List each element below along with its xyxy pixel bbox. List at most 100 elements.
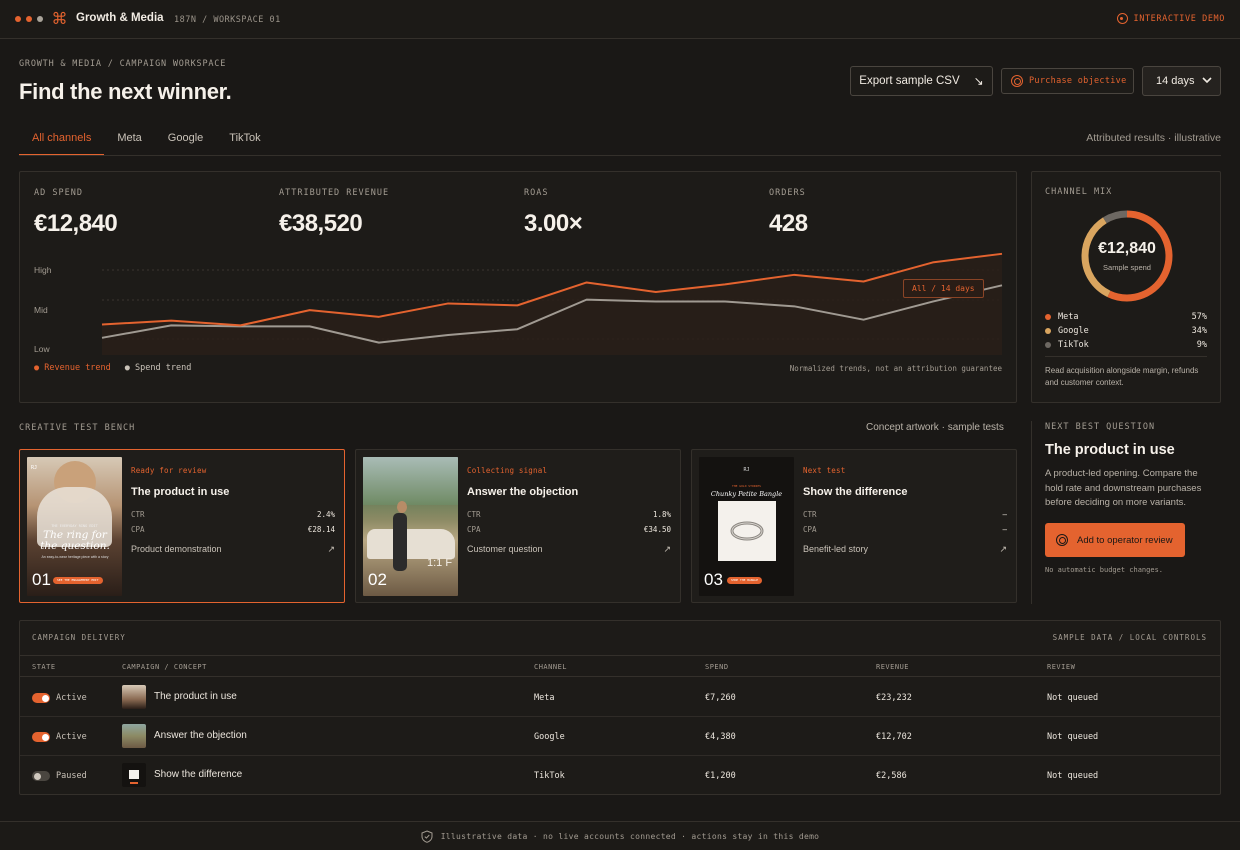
state-toggle[interactable] bbox=[32, 771, 50, 781]
shield-icon bbox=[421, 829, 433, 843]
state-toggle[interactable] bbox=[32, 693, 50, 703]
demo-label: INTERACTIVE DEMO bbox=[1133, 13, 1225, 24]
spend: €4,380 bbox=[705, 732, 736, 742]
mix-pct: 57% bbox=[1191, 312, 1207, 322]
question-title: The product in use bbox=[1045, 442, 1175, 458]
title-bar: ⌘ Growth & Media 187N / WORKSPACE 01 INT… bbox=[0, 0, 1240, 39]
mix-divider bbox=[1045, 356, 1207, 357]
card-type: Product demonstration bbox=[131, 544, 222, 554]
cpa-row: CPA €28.14 bbox=[131, 525, 335, 534]
chevron-down-icon bbox=[1202, 67, 1212, 106]
tab-tiktok[interactable]: TikTok bbox=[229, 132, 261, 144]
y-tick-low: Low bbox=[34, 344, 50, 354]
revenue: €23,232 bbox=[876, 693, 912, 703]
donut-slice-tiktok bbox=[1081, 210, 1173, 302]
mix-name: Google bbox=[1058, 326, 1089, 336]
revenue-area bbox=[102, 253, 1002, 355]
creative-thumbnail: 1:1 F 02 bbox=[363, 457, 458, 596]
ctr-value: — bbox=[1002, 510, 1007, 519]
spend-trend-line bbox=[101, 284, 1003, 344]
revenue: €12,702 bbox=[876, 732, 912, 742]
state-label: Active bbox=[56, 732, 87, 742]
arrow-up-right-icon[interactable]: ↗ bbox=[999, 544, 1007, 554]
campaign-name[interactable]: The product in use bbox=[154, 691, 237, 702]
minimize-window-dot[interactable] bbox=[26, 16, 32, 22]
art-brand: RJ bbox=[31, 465, 38, 471]
question-note: No automatic budget changes. bbox=[1045, 566, 1164, 574]
target-icon bbox=[1011, 75, 1023, 87]
revenue-trend-line bbox=[101, 252, 1003, 327]
channel: Meta bbox=[534, 693, 555, 703]
state-toggle[interactable] bbox=[32, 732, 50, 742]
channel: Google bbox=[534, 732, 565, 742]
card-type: Customer question bbox=[467, 544, 543, 554]
cpa-value: €34.50 bbox=[643, 525, 671, 534]
campaign-name[interactable]: Answer the objection bbox=[154, 730, 247, 741]
export-csv-button[interactable]: Export sample CSV ↘ bbox=[850, 66, 993, 96]
roas-value: 3.00× bbox=[524, 210, 583, 237]
tab-meta[interactable]: Meta bbox=[117, 132, 142, 144]
mix-note: Read acquisition alongside margin, refun… bbox=[1045, 366, 1199, 387]
roas-label: ROAS bbox=[524, 188, 549, 198]
zoom-window-dot[interactable] bbox=[37, 16, 43, 22]
arrow-up-right-icon[interactable]: ↗ bbox=[663, 544, 671, 554]
card-status: Next test bbox=[803, 466, 846, 475]
legend-spend[interactable]: ● Spend trend bbox=[124, 363, 192, 373]
add-to-review-button[interactable]: Add to operator review bbox=[1045, 523, 1185, 557]
donut-slice-google bbox=[1081, 210, 1173, 302]
mix-row-meta: Meta 57% bbox=[1045, 311, 1207, 323]
review-status: Not queued bbox=[1047, 732, 1099, 742]
workspace-name: 187N / WORKSPACE 01 bbox=[174, 15, 281, 25]
card-status: Ready for review bbox=[131, 466, 207, 475]
arrow-up-right-icon[interactable]: ↗ bbox=[327, 544, 335, 554]
cpa-label: CPA bbox=[803, 525, 817, 534]
creative-card-02[interactable]: 1:1 F 02 Collecting signal Answer the ob… bbox=[355, 449, 681, 603]
campaign-delivery-panel: CAMPAIGN DELIVERY SAMPLE DATA / LOCAL CO… bbox=[19, 620, 1221, 795]
mix-row-tiktok: TikTok 9% bbox=[1045, 339, 1207, 351]
tab-google[interactable]: Google bbox=[167, 132, 204, 144]
creative-card-01[interactable]: RJ THE EVERYDAY RING EDIT The ring for t… bbox=[19, 449, 345, 603]
art-caption: 1:1 F bbox=[427, 557, 453, 569]
y-tick-high: High bbox=[34, 265, 52, 275]
tab-all-channels[interactable]: All channels bbox=[19, 126, 105, 156]
state-label: Paused bbox=[56, 771, 87, 781]
card-footer: Customer question ↗ bbox=[467, 544, 671, 555]
card-title: Answer the objection bbox=[467, 486, 579, 498]
attribution-note: Attributed results · illustrative bbox=[1086, 132, 1221, 144]
objective-label: Purchase objective bbox=[1029, 76, 1127, 86]
channel-mix-title: CHANNEL MIX bbox=[1045, 187, 1113, 197]
cpa-row: CPA — bbox=[803, 525, 1007, 534]
mix-name: TikTok bbox=[1058, 340, 1089, 350]
date-range-select[interactable]: 14 days bbox=[1142, 66, 1221, 96]
cpa-value: — bbox=[1002, 525, 1007, 534]
state-label: Active bbox=[56, 693, 87, 703]
creative-card-03[interactable]: RJ THE GOLD STORIES Chunky Petite Bangle… bbox=[691, 449, 1017, 603]
art-brand: RJ bbox=[743, 467, 750, 473]
creative-thumbnail: RJ THE GOLD STORIES Chunky Petite Bangle… bbox=[699, 457, 794, 596]
donut-total-label: Sample spend bbox=[1103, 263, 1151, 272]
interactive-demo-badge: INTERACTIVE DEMO bbox=[1116, 13, 1225, 24]
footer-text: Illustrative data · no live accounts con… bbox=[440, 831, 820, 841]
ctr-label: CTR bbox=[803, 510, 817, 519]
question-divider bbox=[1031, 421, 1032, 604]
breadcrumb: GROWTH & MEDIA / CAMPAIGN WORKSPACE bbox=[19, 59, 227, 69]
card-number: 01 bbox=[32, 570, 51, 589]
tiktok-swatch bbox=[1045, 342, 1051, 348]
thumb-cta bbox=[130, 782, 138, 784]
ctr-value: 2.4% bbox=[316, 510, 335, 519]
attributed-revenue-label: ATTRIBUTED REVENUE bbox=[279, 188, 390, 198]
purchase-objective-button[interactable]: Purchase objective bbox=[1001, 68, 1134, 94]
app-title: Growth & Media bbox=[76, 12, 164, 24]
delivery-title: CAMPAIGN DELIVERY bbox=[32, 633, 126, 642]
art-eyebrow: THE GOLD STORIES bbox=[732, 484, 761, 488]
legend-revenue[interactable]: ● Revenue trend bbox=[34, 363, 111, 373]
target-icon bbox=[1056, 534, 1068, 546]
creative-bench-title: CREATIVE TEST BENCH bbox=[19, 423, 136, 433]
legend-spend-label: Spend trend bbox=[135, 363, 192, 373]
close-window-dot[interactable] bbox=[15, 16, 21, 22]
target-icon bbox=[1116, 13, 1128, 24]
question-text: A product-led opening. Compare the hold … bbox=[1045, 468, 1202, 508]
col-review: REVIEW bbox=[1047, 663, 1076, 671]
campaign-name[interactable]: Show the difference bbox=[154, 769, 243, 780]
channel-tabs: All channels Meta Google TikTok bbox=[19, 126, 274, 156]
